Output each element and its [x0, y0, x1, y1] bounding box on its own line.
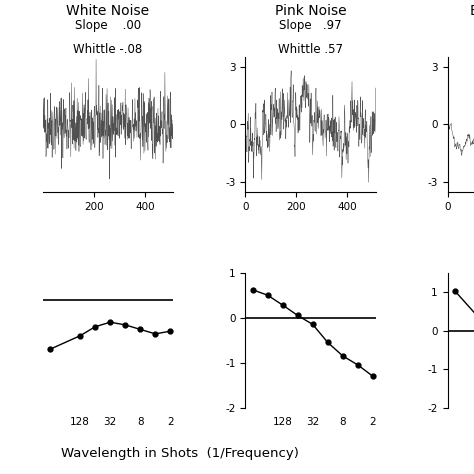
Text: Whittle -.08: Whittle -.08	[73, 44, 143, 56]
Title: White Noise: White Noise	[66, 4, 149, 18]
Title: Brown Noise: Brown Noise	[470, 4, 474, 18]
Text: Whittle .57: Whittle .57	[278, 44, 343, 56]
Text: Slope    .00: Slope .00	[75, 19, 141, 32]
Text: Slope   .97: Slope .97	[279, 19, 342, 32]
Text: Wavelength in Shots  (1/Frequency): Wavelength in Shots (1/Frequency)	[61, 447, 299, 460]
Title: Pink Noise: Pink Noise	[274, 4, 346, 18]
